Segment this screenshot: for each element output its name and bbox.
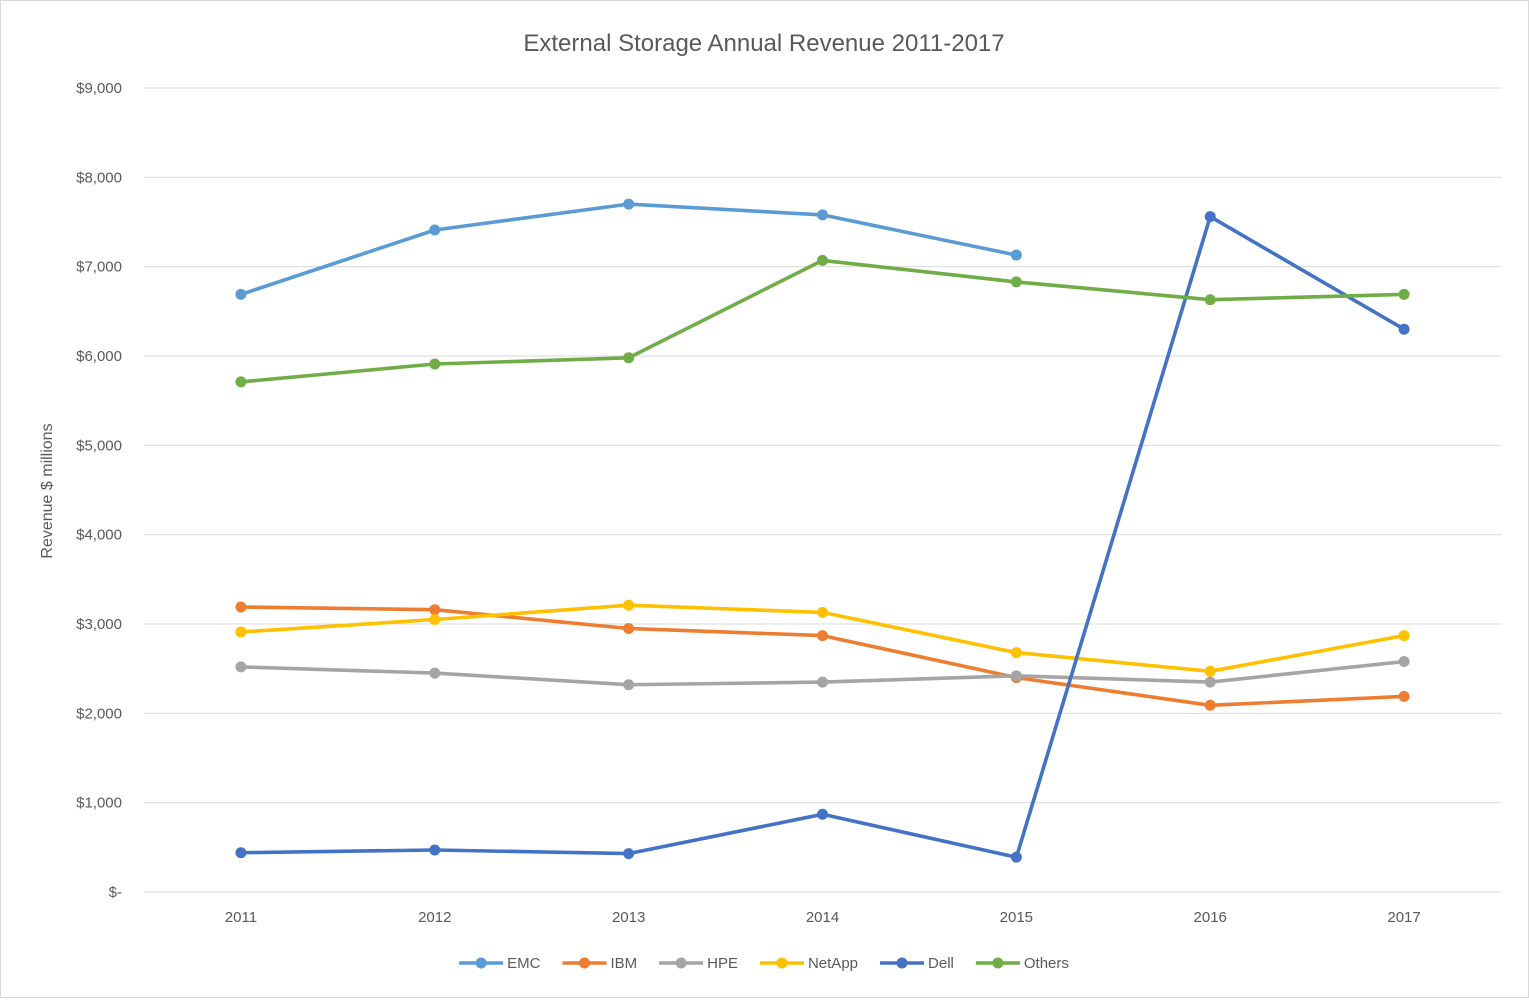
data-point-dell <box>429 844 441 856</box>
data-point-emc <box>1010 249 1022 261</box>
data-point-hpe <box>817 676 828 688</box>
data-point-hpe <box>623 679 635 691</box>
data-point-emc <box>429 224 441 236</box>
data-point-dell <box>817 808 828 820</box>
legend-item-ibm: IBM <box>562 955 637 972</box>
data-point-ibm <box>1204 699 1216 711</box>
x-tick-label: 2013 <box>612 909 645 926</box>
legend-marker-netapp <box>776 957 788 969</box>
legend-label-dell: Dell <box>928 955 954 972</box>
series-line-dell <box>239 214 1406 859</box>
data-point-hpe <box>235 661 247 673</box>
data-point-dell <box>1010 851 1022 863</box>
data-point-netapp <box>429 614 441 626</box>
legend-marker-others <box>992 957 1004 969</box>
data-point-ibm <box>429 604 441 616</box>
legend-item-others: Others <box>975 955 1069 972</box>
data-point-netapp <box>1398 630 1410 642</box>
data-point-hpe <box>1398 656 1410 668</box>
y-tick-label: $9,000 <box>76 80 122 97</box>
y-axis-title: Revenue $ millions <box>39 423 56 558</box>
chart-title: External Storage Annual Revenue 2011-201… <box>523 30 1004 57</box>
y-axis-ticks: $- $1,000 $2,000 $3,000 $4,000 $5,000 $6,000 $7… <box>76 80 122 901</box>
series-dell <box>235 211 1410 863</box>
legend-item-emc: EMC <box>459 955 541 972</box>
y-tick-label: $5,000 <box>76 437 122 454</box>
x-tick-label: 2016 <box>1194 909 1227 926</box>
data-point-others <box>429 358 441 370</box>
data-point-dell <box>235 847 247 859</box>
legend-marker-dell <box>896 957 908 969</box>
data-point-ibm <box>1398 690 1410 702</box>
y-tick-label: $8,000 <box>76 169 122 186</box>
series-netapp <box>235 599 1410 677</box>
legend-label-netapp: NetApp <box>808 955 858 972</box>
legend-label-others: Others <box>1024 955 1069 972</box>
data-point-ibm <box>235 601 247 613</box>
series-hpe <box>235 656 1410 691</box>
y-tick-label: $4,000 <box>76 527 122 544</box>
data-point-netapp <box>235 626 247 638</box>
data-point-netapp <box>1010 647 1022 659</box>
y-tick-label: $- <box>109 884 122 901</box>
legend-item-netapp: NetApp <box>759 955 858 972</box>
data-point-hpe <box>429 667 441 679</box>
data-point-ibm <box>817 630 828 642</box>
series-others <box>235 254 1410 388</box>
legend-label-ibm: IBM <box>610 955 637 972</box>
x-tick-label: 2011 <box>225 909 257 926</box>
data-point-others <box>235 376 247 388</box>
series-ibm <box>235 601 1410 711</box>
data-point-emc <box>235 288 247 300</box>
x-tick-label: 2015 <box>1000 909 1033 926</box>
data-point-netapp <box>817 606 828 618</box>
y-tick-label: $1,000 <box>76 795 122 812</box>
data-point-dell <box>1204 211 1216 223</box>
series-emc <box>235 198 1022 300</box>
data-point-hpe <box>1204 676 1216 688</box>
series-line-others <box>239 258 1406 384</box>
legend-label-hpe: HPE <box>707 955 738 972</box>
gridlines <box>144 87 1501 893</box>
x-tick-label: 2012 <box>418 909 451 926</box>
y-tick-label: $2,000 <box>76 705 122 722</box>
data-point-emc <box>817 209 828 221</box>
x-axis-ticks: 2011 2012 2013 2014 2015 2016 2017 <box>225 909 1421 926</box>
x-tick-label: 2014 <box>806 909 839 926</box>
data-point-dell <box>1398 323 1410 335</box>
series-line-emc <box>239 202 1019 297</box>
data-point-emc <box>623 198 635 210</box>
data-point-hpe <box>1010 670 1022 682</box>
legend-marker-ibm <box>578 957 590 969</box>
data-point-others <box>1398 288 1410 300</box>
legend-item-dell: Dell <box>880 955 954 972</box>
legend: EMC IBM HPE NetApp Dell Others <box>459 955 1069 972</box>
data-point-others <box>623 352 635 364</box>
x-tick-label: 2017 <box>1387 909 1420 926</box>
data-point-netapp <box>623 599 635 611</box>
legend-marker-hpe <box>675 957 687 969</box>
data-point-others <box>817 254 828 266</box>
data-point-ibm <box>623 622 635 634</box>
data-point-others <box>1204 294 1216 306</box>
legend-label-emc: EMC <box>507 955 541 972</box>
data-point-netapp <box>1204 665 1216 677</box>
data-point-dell <box>623 848 635 860</box>
legend-marker-emc <box>475 957 487 969</box>
legend-item-hpe: HPE <box>659 955 738 972</box>
y-tick-label: $3,000 <box>76 616 122 633</box>
y-tick-label: $7,000 <box>76 259 122 276</box>
series-lines <box>235 198 1410 863</box>
data-point-others <box>1010 276 1022 288</box>
y-tick-label: $6,000 <box>76 348 122 365</box>
